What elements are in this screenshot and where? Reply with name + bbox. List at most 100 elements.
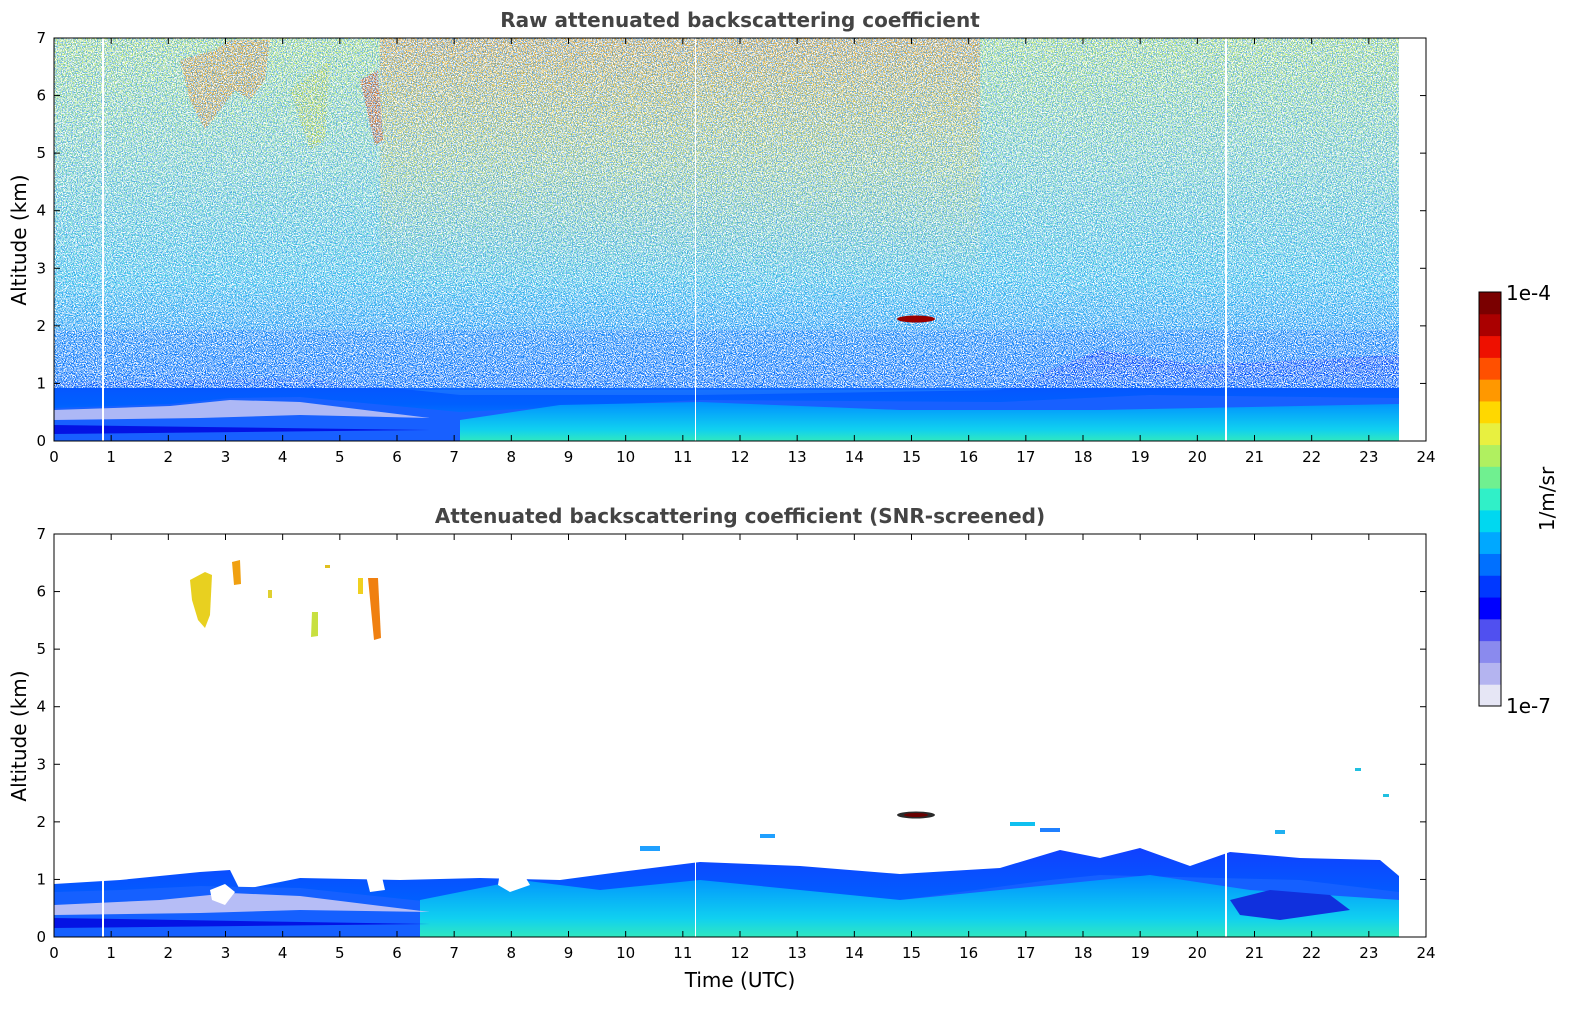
x-tick-label: 8 — [507, 944, 517, 962]
x-tick-label: 6 — [392, 448, 402, 466]
x-tick-label: 11 — [673, 448, 692, 466]
y-tick-label: 1 — [36, 870, 46, 888]
snr-heatmap-image — [54, 560, 1399, 937]
raw-heatmap-image — [54, 38, 1426, 441]
x-tick-label: 12 — [730, 448, 749, 466]
x-axis-label: Time (UTC) — [684, 968, 796, 992]
x-tick-label: 5 — [335, 448, 345, 466]
y-tick-label: 3 — [36, 755, 46, 773]
snr-screened-panel: Attenuated backscattering coefficient (S… — [7, 504, 1436, 992]
x-tick-label: 20 — [1188, 944, 1207, 962]
colorbar: 1e-4 1e-7 1/m/sr — [1478, 281, 1559, 718]
x-tick-label: 22 — [1302, 944, 1321, 962]
colorbar-swatch — [1479, 444, 1501, 467]
y-tick-label: 7 — [36, 29, 46, 47]
x-tick-label: 21 — [1245, 944, 1264, 962]
x-tick-label: 1 — [106, 448, 116, 466]
x-tick-label: 6 — [392, 944, 402, 962]
x-tick-label: 23 — [1359, 448, 1378, 466]
colorbar-swatch — [1479, 597, 1501, 620]
colorbar-swatch — [1479, 357, 1501, 380]
y-tick-label: 0 — [36, 432, 46, 450]
y-tick-label: 1 — [36, 374, 46, 392]
colorbar-max-label: 1e-4 — [1506, 281, 1551, 305]
x-tick-label: 0 — [49, 944, 59, 962]
x-tick-label: 22 — [1302, 448, 1321, 466]
x-tick-label: 17 — [1016, 448, 1035, 466]
snr-y-axis: 0 1 2 3 4 5 6 7 — [36, 525, 1426, 946]
x-tick-label: 7 — [449, 448, 459, 466]
x-tick-label: 12 — [730, 944, 749, 962]
colorbar-swatch — [1479, 531, 1501, 554]
snr-panel-title: Attenuated backscattering coefficient (S… — [435, 504, 1045, 528]
colorbar-frame — [1478, 291, 1502, 707]
colorbar-min-label: 1e-7 — [1506, 694, 1551, 718]
colorbar-swatch — [1479, 466, 1501, 489]
colorbar-swatch — [1479, 292, 1501, 315]
x-tick-label: 14 — [845, 944, 864, 962]
x-tick-label: 3 — [221, 944, 231, 962]
x-tick-label: 16 — [959, 944, 978, 962]
colorbar-swatch — [1479, 488, 1501, 511]
x-tick-label: 11 — [673, 944, 692, 962]
x-tick-label: 18 — [1073, 944, 1092, 962]
colorbar-swatches — [1479, 292, 1501, 707]
colorbar-swatch — [1479, 400, 1501, 424]
x-tick-label: 14 — [845, 448, 864, 466]
colorbar-unit-label: 1/m/sr — [1535, 466, 1559, 531]
x-tick-label: 16 — [959, 448, 978, 466]
x-tick-label: 4 — [278, 944, 288, 962]
x-tick-label: 0 — [49, 448, 59, 466]
raw-cloud-layer — [897, 315, 935, 323]
y-tick-label: 7 — [36, 525, 46, 543]
x-tick-label: 9 — [564, 448, 574, 466]
x-tick-label: 24 — [1416, 944, 1435, 962]
y-tick-label: 6 — [36, 87, 46, 105]
colorbar-swatch — [1479, 640, 1501, 663]
x-tick-label: 2 — [164, 944, 174, 962]
raw-y-axis-label: Altitude (km) — [7, 174, 31, 305]
colorbar-swatch — [1479, 575, 1501, 598]
y-tick-label: 3 — [36, 259, 46, 277]
x-tick-label: 1 — [106, 944, 116, 962]
x-tick-label: 13 — [788, 944, 807, 962]
colorbar-swatch — [1479, 684, 1501, 707]
y-tick-label: 4 — [36, 202, 46, 220]
raw-y-axis: 0 1 2 3 4 5 6 7 — [36, 29, 1426, 450]
x-tick-label: 13 — [788, 448, 807, 466]
y-tick-label: 2 — [36, 317, 46, 335]
x-tick-label: 19 — [1131, 944, 1150, 962]
raw-panel-title: Raw attenuated backscattering coefficien… — [500, 8, 980, 32]
x-tick-label: 20 — [1188, 448, 1207, 466]
snr-y-axis-label: Altitude (km) — [7, 670, 31, 801]
colorbar-swatch — [1479, 313, 1501, 337]
x-tick-label: 17 — [1016, 944, 1035, 962]
x-tick-label: 24 — [1416, 448, 1435, 466]
x-tick-label: 8 — [507, 448, 517, 466]
x-tick-label: 21 — [1245, 448, 1264, 466]
x-tick-label: 23 — [1359, 944, 1378, 962]
colorbar-swatch — [1479, 335, 1501, 358]
x-tick-label: 3 — [221, 448, 231, 466]
x-tick-label: 5 — [335, 944, 345, 962]
x-tick-label: 15 — [902, 448, 921, 466]
y-tick-label: 2 — [36, 813, 46, 831]
x-tick-label: 15 — [902, 944, 921, 962]
colorbar-swatch — [1479, 509, 1501, 533]
y-tick-label: 4 — [36, 698, 46, 716]
x-tick-label: 2 — [164, 448, 174, 466]
raw-x-axis: 0 1 2 3 4 5 6 7 8 9 10 11 12 13 14 15 16 17 18 19 20 21 22 23 24 — [49, 38, 1436, 466]
x-tick-label: 10 — [616, 448, 635, 466]
colorbar-swatch — [1479, 662, 1501, 685]
x-tick-label: 4 — [278, 448, 288, 466]
colorbar-swatch — [1479, 422, 1501, 446]
colorbar-swatch — [1479, 379, 1501, 402]
y-tick-label: 6 — [36, 583, 46, 601]
x-tick-label: 19 — [1131, 448, 1150, 466]
y-tick-label: 5 — [36, 640, 46, 658]
x-tick-label: 10 — [616, 944, 635, 962]
colorbar-swatch — [1479, 618, 1501, 642]
x-tick-label: 18 — [1073, 448, 1092, 466]
colorbar-swatch — [1479, 553, 1501, 576]
